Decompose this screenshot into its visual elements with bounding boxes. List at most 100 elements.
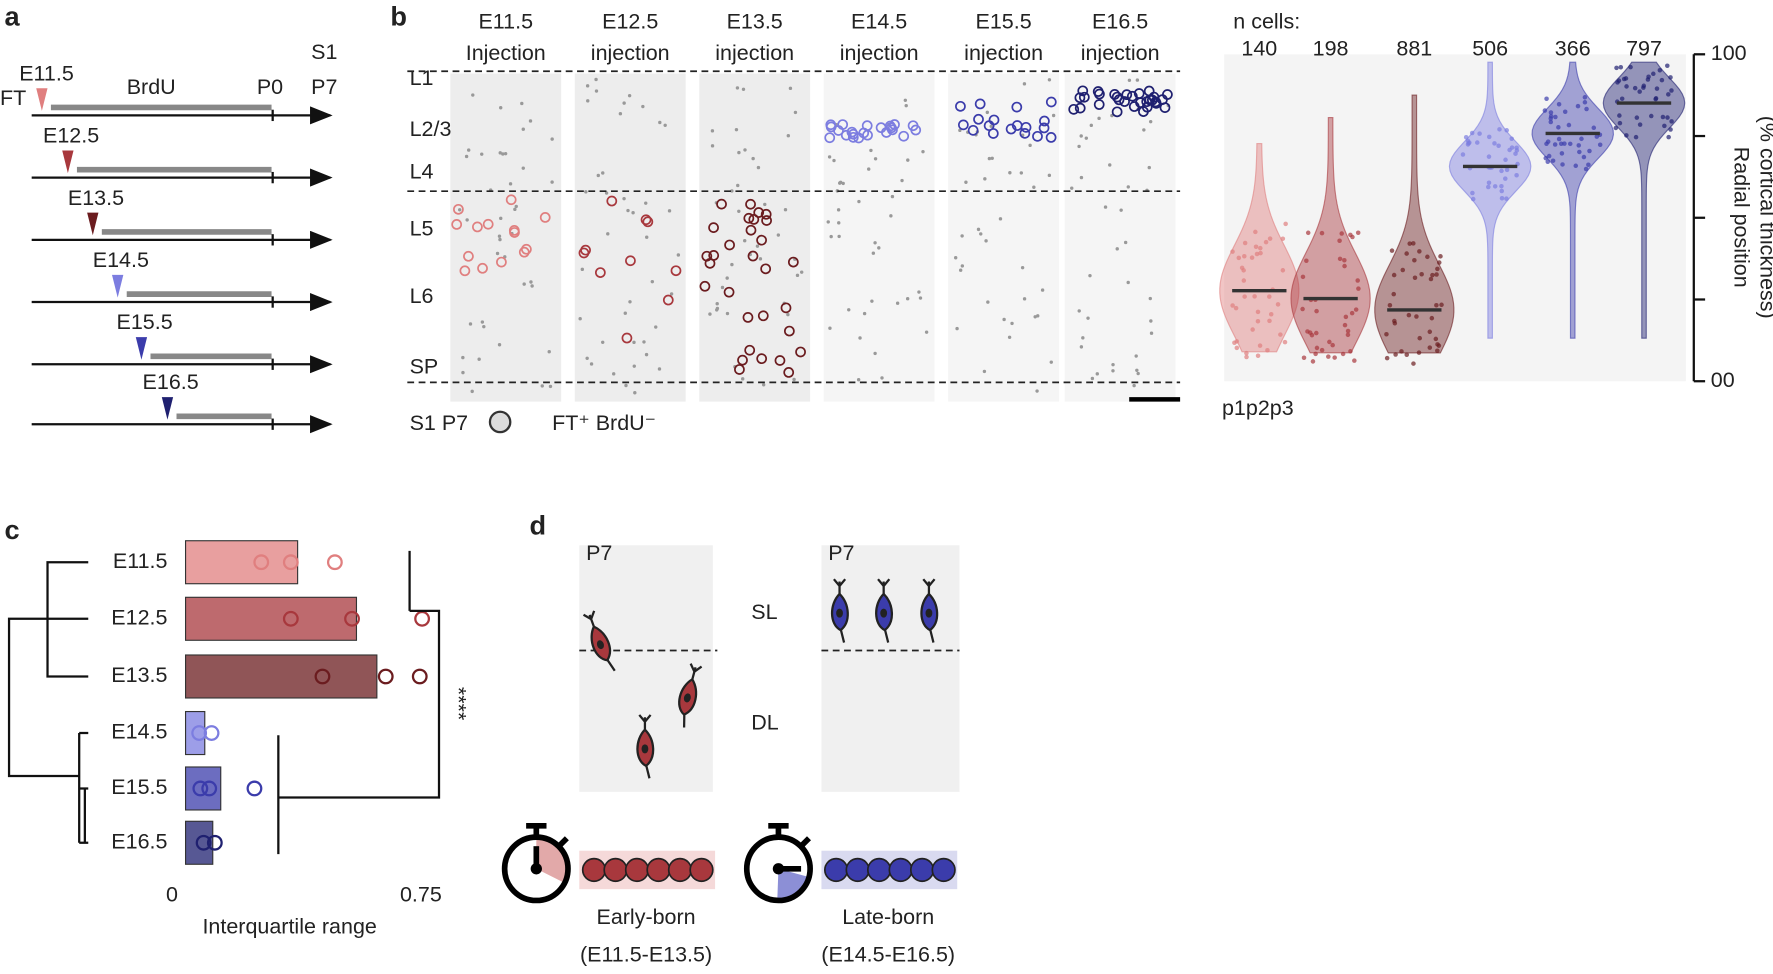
neuron [678, 663, 703, 728]
nucleus [1036, 314, 1040, 318]
cell-dot [1470, 190, 1475, 196]
cell-dot [1624, 133, 1629, 138]
nucleus [529, 280, 533, 284]
cell-dot [1412, 275, 1418, 280]
dendrite [833, 578, 847, 643]
nucleus [715, 306, 720, 311]
cell-dot [1352, 358, 1357, 363]
labeled-cell [1068, 103, 1080, 115]
cell-dot [1665, 115, 1670, 120]
nucleus [676, 253, 681, 257]
nucleus [880, 608, 888, 618]
category-label: E15.5 [111, 775, 167, 799]
nucleus [737, 209, 741, 214]
nucleus [1033, 315, 1037, 319]
nucleus [1028, 143, 1032, 148]
cell-dot [1407, 241, 1412, 246]
nucleus [837, 234, 841, 239]
bead [931, 857, 956, 883]
nucleus [725, 276, 729, 280]
nucleus [513, 207, 517, 212]
labeled-cell [837, 119, 849, 130]
labeled-cell [670, 265, 682, 277]
cell-dot [1327, 339, 1332, 345]
cell-dot [1349, 310, 1355, 316]
labeled-cell [1162, 89, 1173, 100]
labeled-cell [1159, 102, 1171, 113]
labeled-cell [716, 198, 727, 210]
neuron [875, 578, 894, 643]
cell-dot [1257, 343, 1263, 348]
labeled-cell [745, 198, 756, 210]
layer-label: L5 [410, 216, 434, 240]
nucleus [654, 325, 658, 329]
nucleus [465, 218, 469, 222]
nucleus [657, 367, 662, 371]
nucleus [856, 378, 861, 382]
cell-dot [1623, 76, 1629, 81]
section-image [948, 73, 1060, 402]
cell-dot [1497, 127, 1502, 132]
nucleus [548, 384, 553, 389]
nucleus [601, 171, 605, 175]
labeled-cell [1146, 94, 1158, 106]
nucleus [624, 383, 628, 388]
cell-dot [1504, 196, 1509, 201]
bead [909, 857, 935, 883]
nucleus [596, 640, 604, 650]
cell-dot [1463, 135, 1469, 140]
layer-label: L2/3 [410, 117, 452, 141]
cell-dot [1499, 195, 1505, 201]
cell-dot [1436, 343, 1442, 348]
cell-dot [1548, 119, 1554, 125]
cell-dot [1577, 149, 1582, 155]
labeled-cell [662, 294, 674, 306]
plot-bg [1224, 54, 1686, 382]
section-image [574, 73, 686, 402]
labeled-cell [957, 119, 969, 131]
nucleus [550, 137, 554, 141]
nucleus [1135, 78, 1140, 82]
cell-dot [1615, 80, 1620, 85]
cell-dot [1342, 263, 1347, 269]
significance [277, 550, 441, 855]
labeled-cell [642, 216, 654, 228]
nucleus [1035, 389, 1039, 393]
labeled-cell [846, 126, 858, 138]
labeled-cell [1074, 102, 1086, 114]
cell-dot [1637, 89, 1642, 94]
injection-label: E11.5 [19, 61, 74, 85]
nucleus [585, 84, 590, 88]
labeled-cell [625, 255, 636, 267]
nucleus [756, 165, 761, 170]
cell-dot [1234, 339, 1240, 344]
nucleus [858, 336, 862, 340]
cell-dot [1546, 153, 1552, 159]
cell-dot [1254, 251, 1260, 257]
nucleus [464, 154, 469, 159]
point [253, 554, 270, 571]
nucleus [628, 300, 632, 304]
cell-dot [1252, 294, 1257, 299]
cell-dot [1582, 100, 1588, 105]
cell-dot [1619, 96, 1625, 101]
labeled-cell [594, 267, 606, 278]
nucleus [461, 355, 465, 360]
cell-dot [1427, 345, 1433, 350]
nucleus [857, 199, 861, 204]
cell-dot [1255, 318, 1261, 324]
bead [581, 857, 607, 883]
nucleus [1020, 265, 1025, 270]
nucleus [550, 180, 554, 184]
nucleus [795, 273, 800, 278]
nucleus [955, 326, 959, 331]
labeled-cell [760, 263, 772, 275]
nucleus [1135, 368, 1139, 372]
category-label: E12.5 [111, 605, 167, 629]
annotation: **** [446, 687, 470, 721]
category-label: E14.5 [111, 720, 167, 744]
cell-dot [1628, 64, 1633, 70]
nucleus [470, 389, 474, 394]
nucleus [987, 156, 992, 161]
